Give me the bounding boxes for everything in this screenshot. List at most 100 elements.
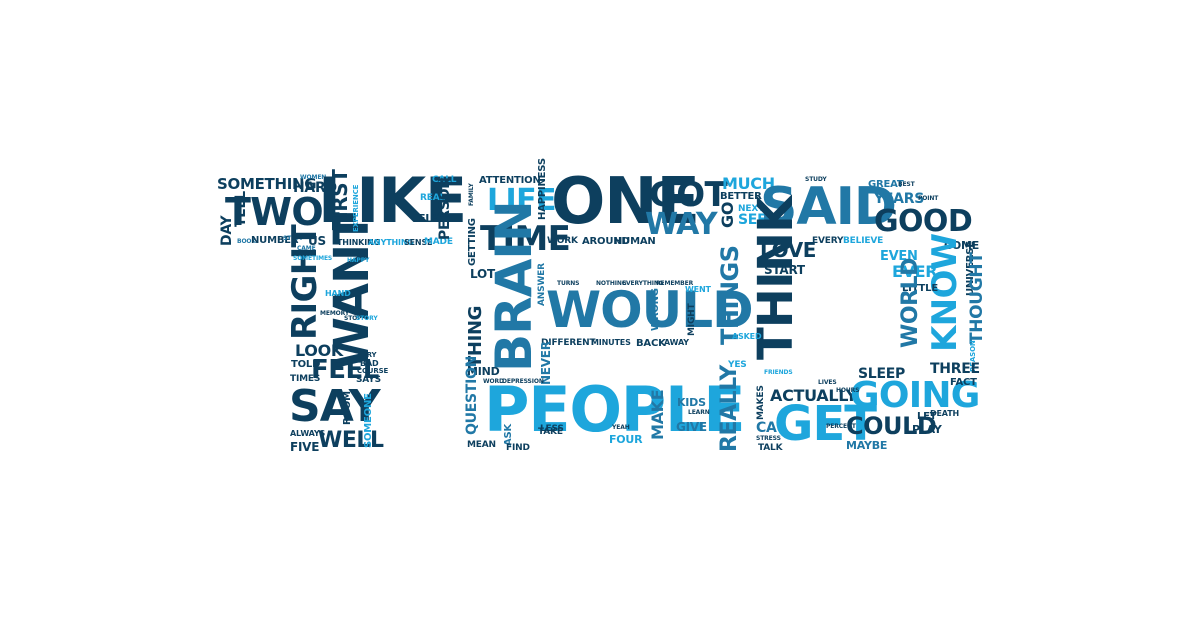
word: LIKE	[318, 164, 467, 237]
word: BETTER	[720, 191, 762, 202]
word: THREE	[930, 361, 980, 377]
word: MIGHT	[687, 303, 697, 336]
word: WELL	[318, 428, 384, 453]
word: LIVES	[818, 379, 837, 386]
word: COME	[944, 239, 980, 252]
word: LOVE	[760, 238, 817, 262]
word: BELIEVE	[843, 236, 884, 246]
word: CALL	[432, 175, 457, 185]
word: DEATH	[930, 409, 960, 418]
word: GET	[774, 396, 877, 452]
word: BAD	[360, 359, 379, 368]
word: BACK	[636, 338, 666, 349]
word: GREAT	[868, 179, 904, 190]
word: CA	[756, 420, 777, 436]
word: GOT	[649, 175, 728, 215]
word: WORLD	[898, 258, 923, 348]
word: PERSON	[437, 177, 453, 240]
word: COURSE	[357, 367, 389, 375]
word: CAME	[297, 245, 316, 252]
word: WOULD	[546, 281, 754, 339]
word: DAY	[219, 215, 235, 246]
word: STUFF	[283, 235, 304, 242]
word: EVERYTHING	[622, 280, 664, 287]
word: FEEL	[311, 355, 379, 385]
word: SAY	[289, 381, 381, 432]
word: BRAIN	[485, 201, 543, 372]
word: SEE	[738, 212, 767, 228]
word: TURNS	[557, 280, 580, 287]
word: TIME	[480, 219, 571, 259]
word: HAND	[325, 289, 351, 298]
word: THINGS	[716, 245, 744, 345]
word: FACT	[950, 377, 977, 388]
word: ELSE	[418, 212, 448, 225]
word: FAMILY	[468, 183, 475, 206]
word: GOING	[850, 375, 980, 416]
word: STORY	[356, 315, 378, 322]
word: FRIENDS	[764, 369, 793, 376]
word: FIND	[506, 443, 530, 453]
word: MUCH	[722, 174, 775, 193]
word: EXPERIENCE	[352, 184, 360, 232]
word: SAYS	[356, 375, 381, 385]
word: TALK	[758, 443, 783, 453]
word: HUMAN	[614, 236, 656, 247]
word: GOOD	[874, 204, 973, 239]
word: DEPRESSION	[502, 378, 544, 385]
word: US	[308, 234, 326, 248]
word: LIFE	[487, 183, 556, 218]
word: SOMETIMES	[293, 255, 333, 262]
word: ROOM	[342, 391, 353, 425]
word: ONE	[551, 165, 700, 239]
word: YEARS	[874, 191, 924, 207]
word: TWO	[225, 190, 324, 234]
word: ANYTHING	[368, 238, 414, 247]
word: WORD	[483, 378, 504, 385]
word: ALWAYS	[290, 429, 326, 438]
word: REALLY	[717, 365, 742, 452]
word: WRONG	[650, 288, 661, 331]
word: LITTLE	[902, 283, 938, 294]
word: LOT	[470, 267, 495, 281]
word: THOUGHT	[967, 252, 987, 344]
word: MADE	[424, 237, 453, 247]
word: SOMETHING	[217, 175, 317, 193]
word: WOMEN	[300, 174, 327, 181]
word: MAKE	[648, 389, 667, 440]
word: BEST	[898, 181, 915, 188]
word: MAYBE	[846, 439, 888, 452]
word: LESS	[540, 424, 564, 434]
word: KIDS	[677, 396, 706, 409]
word: TRY	[362, 351, 377, 359]
word: EVER	[892, 262, 938, 281]
word: REMEMBER	[656, 280, 694, 287]
word: LEARN	[688, 409, 710, 416]
word: COULD	[846, 412, 937, 440]
word: LOOK	[295, 341, 343, 360]
word: GO	[718, 201, 737, 228]
word: FIRST	[328, 169, 352, 232]
word: FIVE	[290, 440, 320, 454]
word: QUESTION	[464, 355, 480, 435]
word: PEOPLE	[484, 373, 746, 446]
word: TAKE	[538, 427, 563, 437]
word: TELL	[233, 191, 249, 227]
word: WORK	[547, 236, 578, 246]
word: NOTHING	[596, 280, 627, 287]
word: ASKED	[732, 332, 762, 341]
word: TIMES	[290, 374, 321, 384]
word: YES	[728, 360, 747, 370]
word: TOLD	[291, 359, 321, 370]
word: ATTENTION	[479, 175, 541, 186]
word: EVEN	[880, 249, 918, 264]
word: REAL	[420, 193, 446, 203]
word: HARD	[293, 180, 337, 196]
word: MEAN	[467, 440, 496, 450]
word: SOMEONE	[363, 393, 374, 448]
word: NUMBER	[251, 235, 299, 246]
word: AWAY	[664, 338, 689, 347]
word: WENT	[685, 285, 711, 294]
word: POINT	[918, 195, 939, 202]
